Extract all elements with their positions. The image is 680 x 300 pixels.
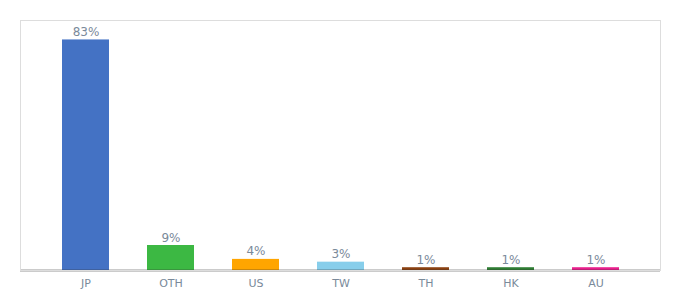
svg-text:3%: 3%	[331, 247, 350, 261]
svg-text:83%: 83%	[73, 25, 100, 39]
svg-text:HK: HK	[503, 277, 519, 290]
svg-text:1%: 1%	[586, 253, 605, 267]
svg-text:1%: 1%	[416, 253, 435, 267]
svg-text:TW: TW	[331, 277, 350, 290]
svg-text:US: US	[248, 277, 263, 290]
svg-text:4%: 4%	[246, 244, 265, 258]
svg-text:9%: 9%	[161, 231, 180, 245]
svg-text:OTH: OTH	[159, 277, 183, 290]
svg-text:1%: 1%	[501, 253, 520, 267]
svg-text:JP: JP	[80, 277, 91, 290]
svg-text:AU: AU	[588, 277, 604, 290]
svg-text:TH: TH	[418, 277, 434, 290]
